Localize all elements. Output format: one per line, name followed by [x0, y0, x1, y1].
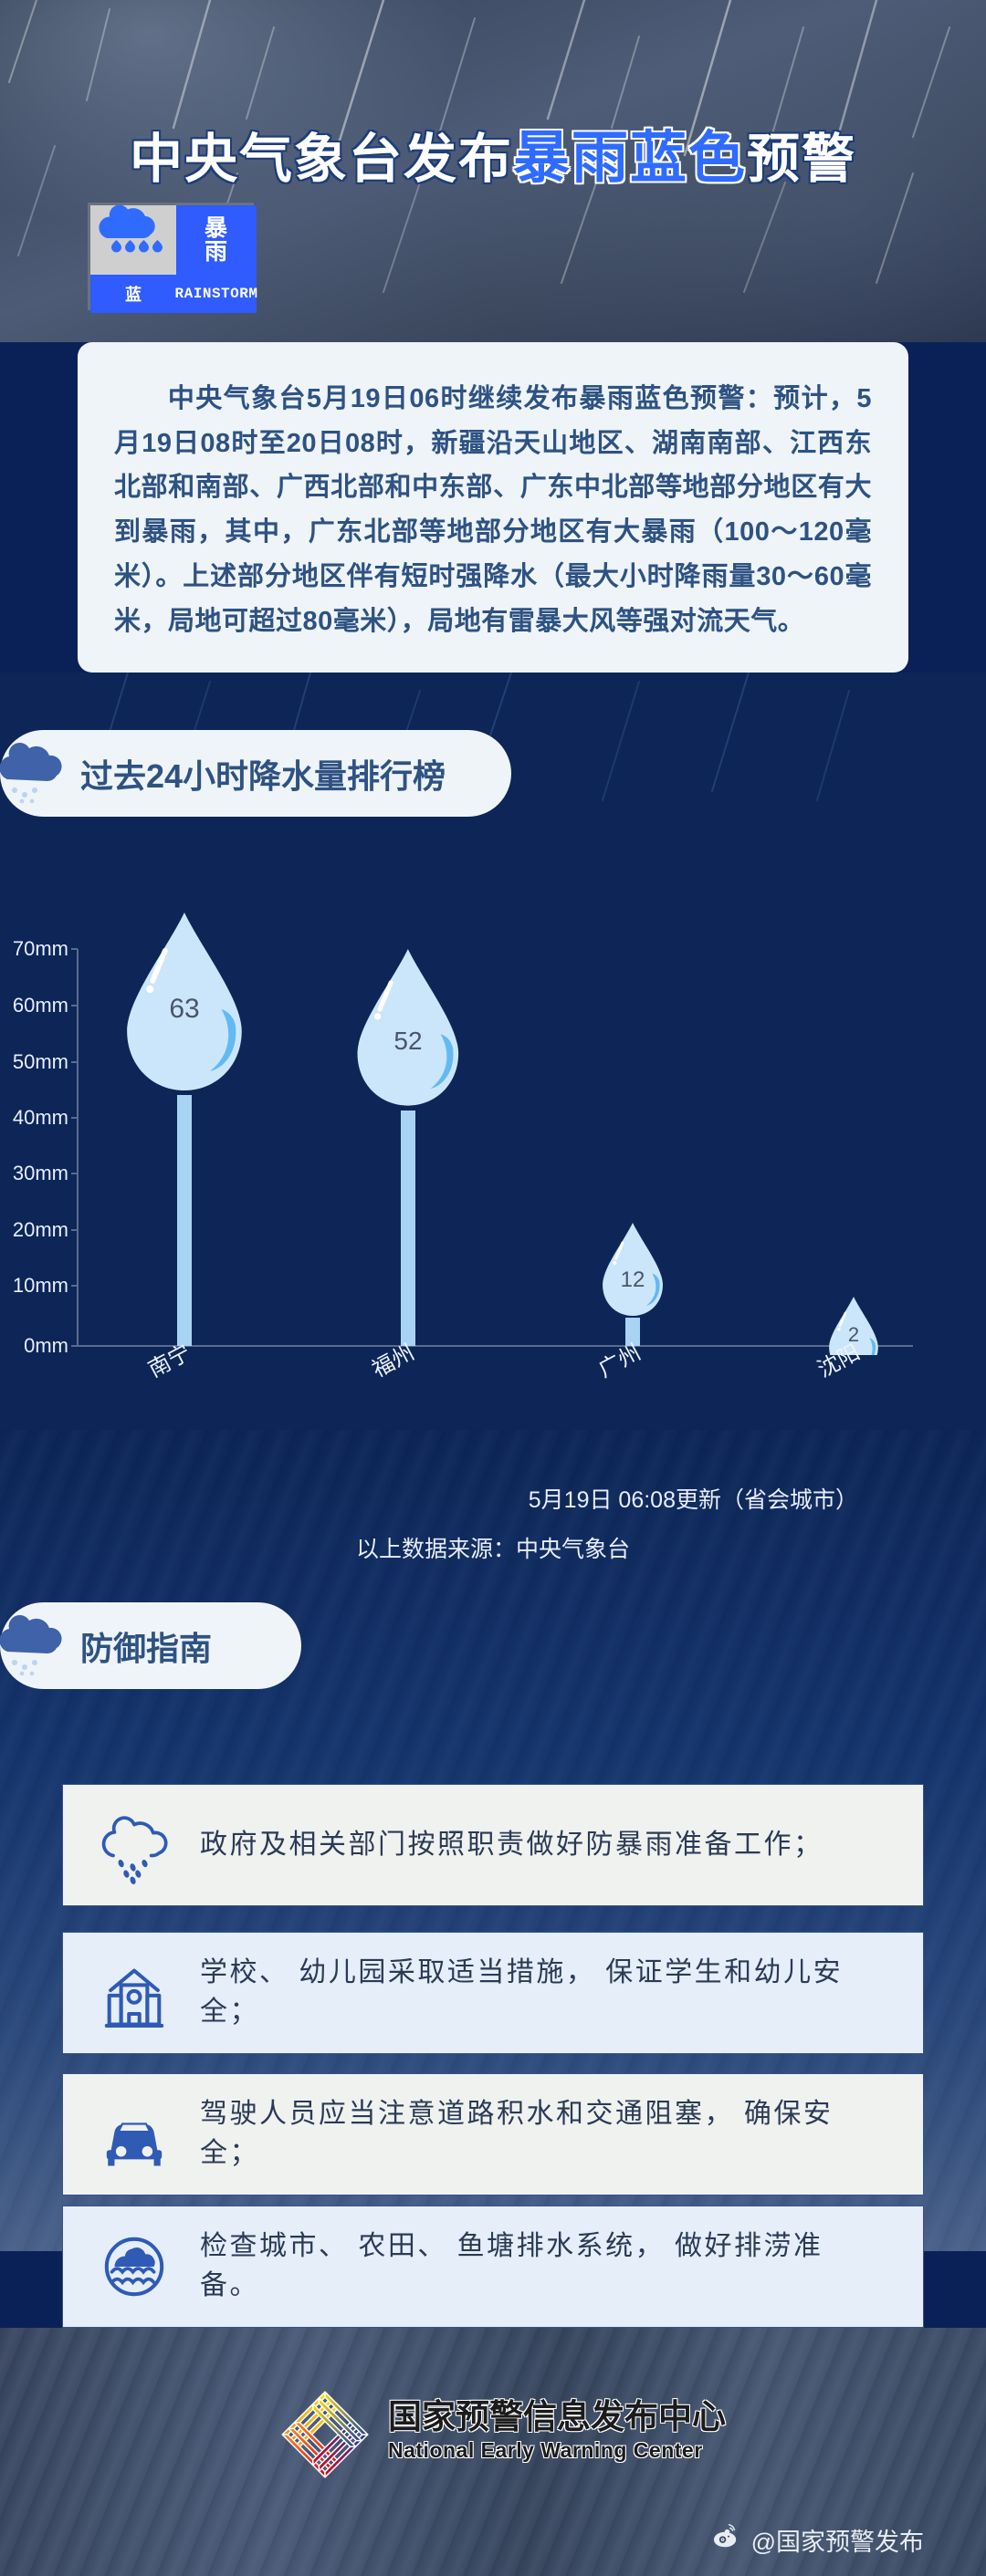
svg-text:52: 52	[393, 1027, 422, 1055]
svg-text:12: 12	[621, 1267, 645, 1292]
svg-text:63: 63	[169, 994, 199, 1024]
